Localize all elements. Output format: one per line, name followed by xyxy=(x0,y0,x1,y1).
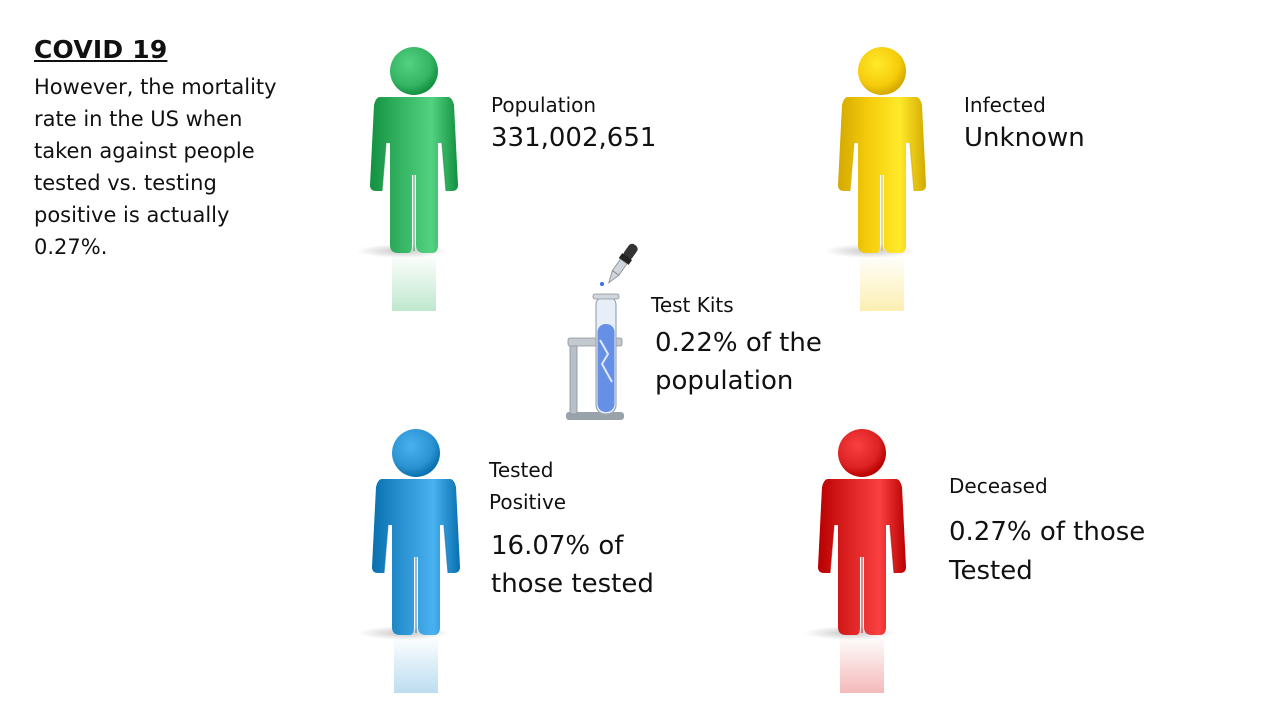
intro-text: However, the mortality rate in the US wh… xyxy=(34,75,277,259)
population-person-icon xyxy=(356,45,466,311)
tested-positive-value-line1: 16.07% of xyxy=(491,531,624,561)
test-kits-label: Test Kits xyxy=(651,293,734,317)
tested-positive-label-line1: Tested xyxy=(489,458,554,482)
deceased-value-line1: 0.27% of those xyxy=(949,517,1146,547)
test-tube-icon xyxy=(560,240,650,430)
deceased-label: Deceased xyxy=(949,474,1048,498)
tested-positive-value-line2: those tested xyxy=(491,569,654,599)
deceased-value-line2: Tested xyxy=(949,556,1033,586)
population-label: Population xyxy=(491,93,597,117)
population-value: 331,002,651 xyxy=(491,123,657,153)
tested-positive-person-icon xyxy=(358,427,468,693)
infected-person-icon xyxy=(824,45,934,311)
test-kits-value-line2: population xyxy=(655,366,794,396)
infected-label: Infected xyxy=(964,93,1046,117)
test-kits-value-line1: 0.22% of the xyxy=(655,328,822,358)
tested-positive-label-line2: Positive xyxy=(489,490,567,514)
deceased-person-icon xyxy=(804,427,914,693)
slide-title: COVID 19 xyxy=(34,35,168,64)
infected-value: Unknown xyxy=(964,123,1085,153)
